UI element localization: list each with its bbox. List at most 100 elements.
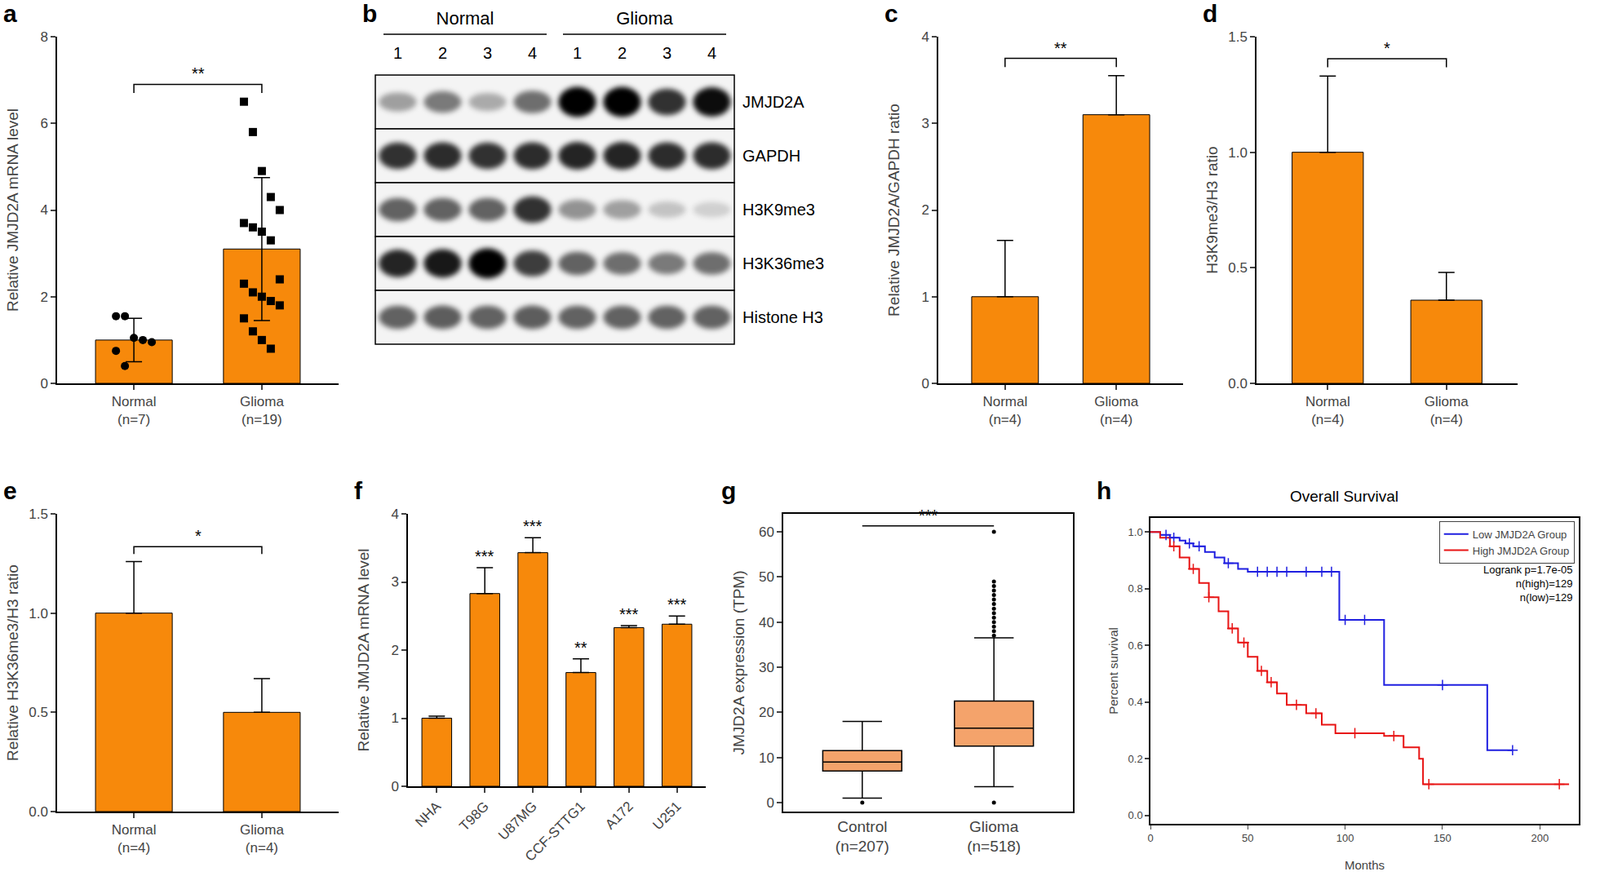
svg-text:H3K9me3: H3K9me3 (742, 200, 816, 219)
svg-text:*: * (195, 527, 202, 546)
svg-text:Normal(n=4): Normal(n=4) (1305, 394, 1351, 428)
svg-text:6: 6 (39, 115, 48, 132)
svg-text:NHA: NHA (412, 798, 444, 831)
svg-text:0.2: 0.2 (1128, 753, 1144, 766)
svg-text:0: 0 (39, 376, 48, 392)
svg-text:2: 2 (39, 289, 48, 306)
svg-text:*: * (1383, 39, 1391, 58)
svg-text:1: 1 (921, 289, 929, 306)
svg-text:150: 150 (1433, 832, 1452, 845)
svg-text:Glioma(n=4): Glioma(n=4) (1094, 394, 1139, 428)
svg-text:3: 3 (662, 44, 672, 63)
svg-text:0.5: 0.5 (28, 704, 49, 721)
svg-text:Glioma(n=518): Glioma(n=518) (966, 818, 1021, 856)
svg-text:Normal(n=4): Normal(n=4) (111, 822, 157, 856)
svg-text:Relative JMJD2A mRNA level: Relative JMJD2A mRNA level (4, 108, 22, 312)
svg-text:***: *** (667, 595, 687, 614)
svg-text:A172: A172 (602, 798, 637, 834)
svg-text:**: ** (1054, 39, 1068, 58)
svg-text:60: 60 (758, 524, 775, 541)
svg-text:1.0: 1.0 (1128, 526, 1144, 539)
svg-text:4: 4 (39, 202, 48, 218)
svg-text:2: 2 (438, 44, 448, 63)
svg-text:3: 3 (390, 574, 399, 590)
svg-text:Low JMJD2A Group: Low JMJD2A Group (1472, 528, 1568, 541)
svg-text:Percent survival: Percent survival (1106, 627, 1121, 715)
svg-text:Histone H3: Histone H3 (742, 308, 824, 327)
svg-text:JMJD2A: JMJD2A (742, 93, 805, 111)
svg-text:1.5: 1.5 (28, 506, 49, 523)
svg-text:8: 8 (39, 29, 48, 45)
svg-text:0.8: 0.8 (1128, 582, 1144, 595)
svg-text:2: 2 (390, 642, 399, 659)
svg-text:0.4: 0.4 (1128, 695, 1144, 709)
svg-text:40: 40 (758, 615, 775, 631)
svg-text:4: 4 (707, 44, 717, 63)
svg-text:CCF-STTG1: CCF-STTG1 (522, 798, 589, 865)
html-text:a: a (3, 0, 17, 27)
svg-text:1: 1 (390, 710, 399, 727)
svg-text:U87MG: U87MG (495, 798, 541, 844)
svg-text:2: 2 (617, 44, 627, 63)
svg-text:3: 3 (483, 44, 492, 63)
svg-text:1: 1 (393, 44, 403, 63)
svg-text:***: *** (522, 517, 543, 536)
svg-text:Control(n=207): Control(n=207) (835, 818, 890, 856)
svg-text:0.0: 0.0 (1227, 376, 1248, 392)
svg-text:**: ** (191, 64, 205, 83)
svg-text:0: 0 (766, 795, 774, 812)
svg-text:0: 0 (390, 779, 399, 795)
svg-text:Normal(n=4): Normal(n=4) (982, 394, 1028, 428)
svg-text:0: 0 (1147, 832, 1153, 845)
svg-text:100: 100 (1336, 832, 1355, 845)
svg-text:***: *** (918, 506, 939, 525)
html-text:h: h (1096, 477, 1112, 505)
svg-text:4: 4 (921, 29, 929, 45)
svg-text:GAPDH: GAPDH (742, 146, 801, 165)
svg-text:H3K9me3/H3 ratio: H3K9me3/H3 ratio (1203, 146, 1221, 274)
svg-text:1.0: 1.0 (28, 606, 49, 622)
svg-text:Relative JMJD2A/GAPDH ratio: Relative JMJD2A/GAPDH ratio (885, 103, 903, 317)
svg-text:Relative JMJD2A mRNA level: Relative JMJD2A mRNA level (354, 548, 373, 752)
svg-text:0.0: 0.0 (28, 804, 49, 820)
svg-text:200: 200 (1530, 832, 1549, 845)
svg-text:Glioma(n=4): Glioma(n=4) (1424, 394, 1469, 428)
svg-text:1: 1 (572, 44, 582, 63)
svg-text:Glioma(n=4): Glioma(n=4) (239, 822, 284, 856)
svg-text:2: 2 (921, 202, 929, 218)
svg-text:1.5: 1.5 (1227, 29, 1248, 45)
svg-text:4: 4 (390, 506, 399, 523)
svg-text:Normal(n=7): Normal(n=7) (111, 394, 157, 428)
svg-text:Glioma(n=19): Glioma(n=19) (239, 394, 284, 428)
svg-text:***: *** (474, 547, 495, 566)
html-text:b: b (362, 0, 378, 27)
svg-text:**: ** (574, 638, 588, 657)
svg-text:0.6: 0.6 (1128, 639, 1144, 652)
svg-text:Months: Months (1344, 858, 1385, 873)
html-text:c: c (884, 0, 899, 27)
svg-text:0.0: 0.0 (1128, 809, 1144, 822)
svg-text:30: 30 (758, 660, 775, 676)
svg-text:JMJD2A expression (TPM): JMJD2A expression (TPM) (730, 571, 748, 756)
svg-text:4: 4 (527, 44, 537, 63)
svg-text:20: 20 (758, 704, 775, 721)
svg-text:T98G: T98G (456, 798, 493, 835)
svg-text:***: *** (619, 605, 639, 624)
svg-text:Normal: Normal (436, 8, 495, 29)
svg-text:0.5: 0.5 (1227, 260, 1248, 276)
html-text:d: d (1202, 0, 1218, 27)
svg-text:Logrank p=1.7e-05n(high)=129n(: Logrank p=1.7e-05n(high)=129n(low)=129 (1483, 563, 1574, 604)
svg-text:High JMJD2A Group: High JMJD2A Group (1472, 545, 1570, 558)
svg-text:50: 50 (758, 569, 775, 586)
svg-text:Overall Survival: Overall Survival (1289, 487, 1399, 506)
svg-text:0: 0 (921, 376, 929, 392)
svg-text:1.0: 1.0 (1227, 145, 1248, 161)
svg-text:50: 50 (1241, 832, 1254, 845)
svg-text:10: 10 (758, 750, 775, 767)
svg-text:3: 3 (921, 115, 929, 132)
html-text:g: g (721, 477, 737, 505)
svg-text:U251: U251 (649, 798, 684, 834)
svg-text:Relative H3K36me3/H3 ratio: Relative H3K36me3/H3 ratio (4, 564, 22, 762)
svg-text:Glioma: Glioma (616, 8, 674, 29)
svg-text:H3K36me3: H3K36me3 (742, 254, 825, 273)
